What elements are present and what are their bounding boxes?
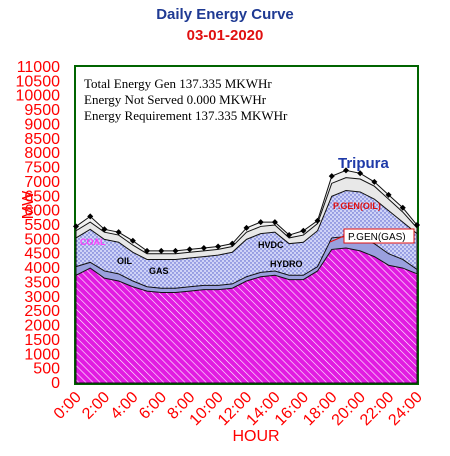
total-point — [215, 243, 222, 250]
total-point — [357, 170, 364, 177]
total-point — [158, 247, 165, 254]
y-tick-label: 7000 — [24, 174, 60, 191]
total-point — [172, 247, 179, 254]
total-point — [186, 246, 193, 253]
total-point — [243, 224, 250, 231]
y-tick-label: 1500 — [24, 332, 60, 349]
y-tick-label: 500 — [33, 361, 60, 378]
area-coal — [75, 247, 418, 384]
total-markers — [73, 167, 420, 254]
pgen-oil-label: P.GEN(OIL) — [333, 201, 381, 211]
area-layers — [75, 169, 418, 384]
y-tick-label: 2500 — [24, 303, 60, 320]
y-tick-label: 0 — [51, 375, 60, 392]
x-tick-label: 6:00 — [136, 389, 170, 423]
y-tick-label: 6000 — [24, 203, 60, 220]
y-tick-label: 7500 — [24, 160, 60, 177]
x-tick-label: 0:00 — [51, 389, 85, 423]
y-tick-label: 3500 — [24, 274, 60, 291]
total-point — [115, 229, 122, 236]
x-tick-label: 4:00 — [108, 389, 142, 423]
total-point — [73, 223, 79, 230]
pgen-gas-label: P.GEN(GAS) — [348, 232, 406, 243]
y-tick-label: 8000 — [24, 145, 60, 162]
y-axis-ticks: 0500100015002000250030003500400045005000… — [16, 59, 61, 392]
x-tick-label: 24:00 — [385, 389, 425, 429]
gas-label: GAS — [149, 266, 169, 276]
pgen-gas-pointer — [329, 235, 345, 243]
x-axis-label: HOUR — [232, 428, 279, 445]
y-tick-label: 11000 — [17, 59, 60, 76]
total-point — [144, 247, 151, 254]
chart-date: 03-01-2020 — [186, 27, 264, 44]
y-tick-label: 9000 — [24, 116, 60, 133]
y-tick-label: 8500 — [24, 131, 60, 148]
total-point — [87, 213, 94, 220]
y-tick-label: 3000 — [24, 289, 60, 306]
y-tick-label: 4000 — [24, 260, 60, 277]
x-tick-label: 2:00 — [79, 389, 113, 423]
x-axis-ticks: 0:002:004:006:008:0010:0012:0014:0016:00… — [51, 389, 426, 429]
annotation-not-served: Energy Not Served 0.000 MKWHr — [84, 92, 267, 107]
total-point — [271, 219, 278, 226]
total-point — [371, 178, 378, 185]
total-point — [286, 232, 293, 239]
y-tick-label: 5000 — [24, 231, 60, 248]
coal-label: COAL — [80, 237, 106, 247]
y-tick-label: 10500 — [16, 73, 61, 90]
chart-title: Daily Energy Curve — [156, 6, 294, 23]
y-tick-label: 9500 — [24, 102, 60, 119]
total-point — [200, 244, 207, 251]
total-point — [229, 240, 236, 247]
oil-label: OIL — [117, 256, 133, 266]
state-label: Tripura — [338, 155, 390, 172]
annotation-requirement: Energy Requirement 137.335 MKWHr — [84, 108, 288, 123]
y-tick-label: 6500 — [24, 188, 60, 205]
annotation-total-gen: Total Energy Gen 137.335 MKWHr — [84, 76, 272, 91]
total-point — [385, 191, 392, 198]
y-tick-label: 1000 — [24, 346, 60, 363]
total-point — [314, 217, 321, 224]
hydro-label: HYDRO — [270, 259, 303, 269]
total-point — [414, 222, 420, 228]
y-axis-label: MW — [20, 190, 37, 219]
y-tick-label: 2000 — [24, 318, 60, 335]
total-point — [399, 204, 406, 211]
total-point — [342, 167, 349, 174]
total-point — [300, 227, 307, 234]
y-tick-label: 4500 — [24, 246, 60, 263]
y-tick-label: 5500 — [24, 217, 60, 234]
total-point — [129, 237, 136, 244]
total-point — [328, 173, 335, 180]
total-point — [101, 226, 108, 233]
total-point — [257, 219, 264, 226]
hvdc-label: HVDC — [258, 240, 284, 250]
y-tick-label: 10000 — [16, 88, 61, 105]
